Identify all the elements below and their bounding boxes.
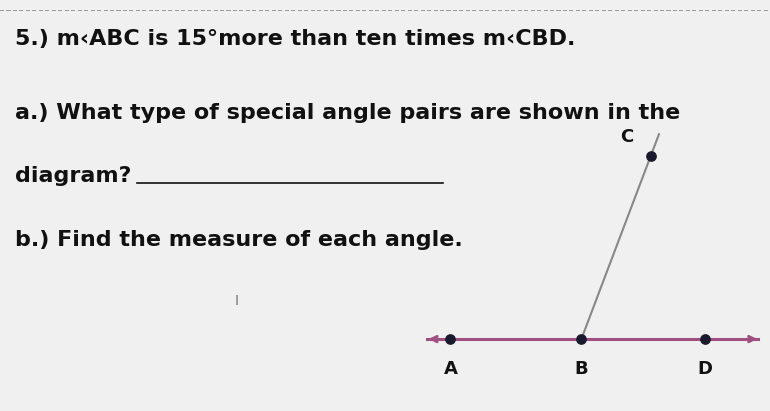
Text: A: A [444,360,457,378]
Text: D: D [697,360,712,378]
Text: I: I [235,294,239,308]
Text: 5.) m‹ABC is 15°more than ten times m‹CBD.: 5.) m‹ABC is 15°more than ten times m‹CB… [15,29,576,49]
Point [575,336,588,342]
Text: C: C [621,128,634,146]
Point [444,336,457,342]
Text: diagram?: diagram? [15,166,132,187]
Text: a.) What type of special angle pairs are shown in the: a.) What type of special angle pairs are… [15,103,681,123]
Point [644,153,657,159]
Point [698,336,711,342]
Text: b.) Find the measure of each angle.: b.) Find the measure of each angle. [15,230,463,250]
Text: B: B [574,360,588,378]
